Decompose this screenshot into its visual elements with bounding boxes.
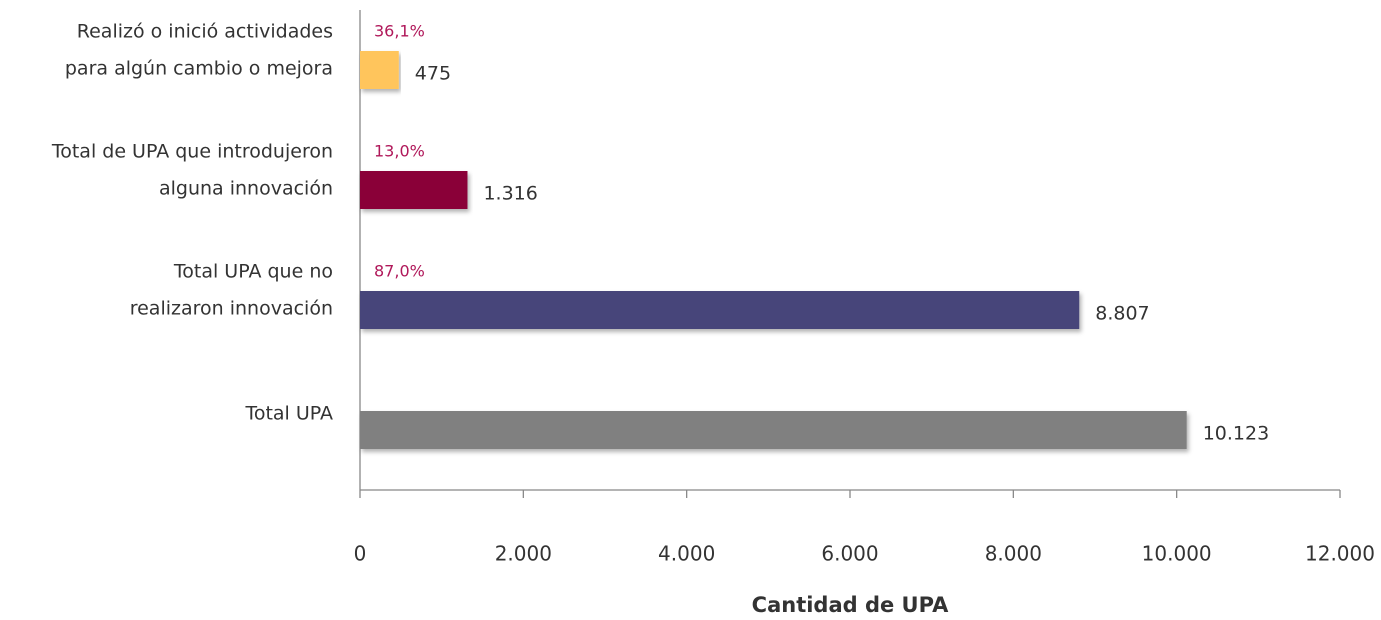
bar	[360, 51, 399, 89]
y-tick-label: Total UPA	[244, 403, 333, 425]
y-tick-label: Realizó o inició actividades	[77, 21, 333, 43]
annotation: 36,1%	[374, 22, 425, 41]
y-tick-label: para algún cambio o mejora	[65, 58, 333, 80]
x-tick-label: 10.000	[1142, 542, 1212, 566]
value-label: 475	[415, 63, 451, 85]
bar	[360, 291, 1080, 329]
x-tick-label: 12.000	[1305, 542, 1375, 566]
x-tick-label: 8.000	[985, 542, 1042, 566]
bar	[360, 171, 468, 209]
x-tick-label: 0	[354, 542, 367, 566]
annotation: 13,0%	[374, 142, 425, 161]
x-tick-label: 2.000	[495, 542, 552, 566]
y-tick-label: Total UPA que no	[173, 261, 333, 283]
value-label: 1.316	[483, 183, 537, 205]
x-tick-label: 4.000	[658, 542, 715, 566]
x-tick-label: 6.000	[821, 542, 878, 566]
bar	[360, 411, 1187, 449]
y-tick-label: realizaron innovación	[130, 298, 333, 320]
y-tick-label: Total de UPA que introdujeron	[51, 141, 333, 163]
annotation: 87,0%	[374, 262, 425, 281]
value-label: 8.807	[1095, 303, 1149, 325]
value-label: 10.123	[1203, 423, 1269, 445]
x-axis-label: Cantidad de UPA	[752, 593, 949, 617]
y-tick-label: alguna innovación	[159, 178, 333, 200]
